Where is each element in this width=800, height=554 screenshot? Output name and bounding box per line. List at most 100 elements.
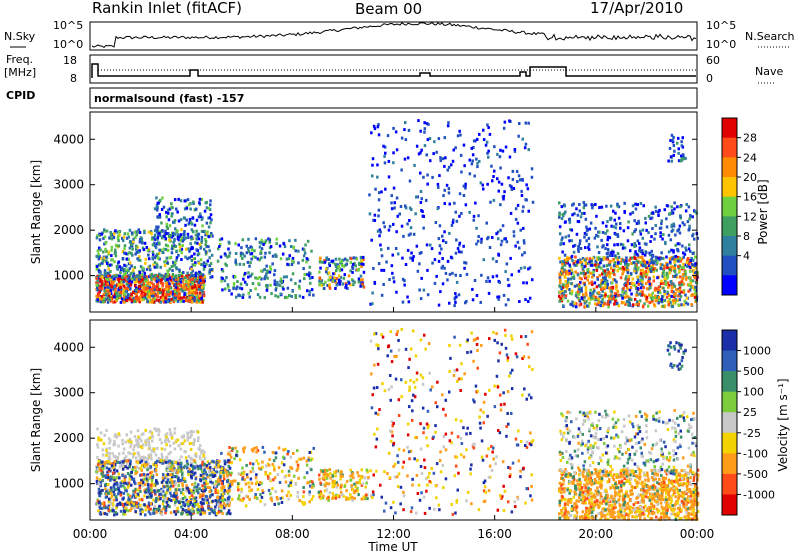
- range-cell: [590, 259, 593, 263]
- range-cell: [254, 287, 257, 291]
- range-cell: [420, 276, 423, 280]
- range-cell: [472, 218, 475, 222]
- range-cell: [126, 485, 130, 489]
- range-cell: [667, 303, 670, 307]
- range-cell: [170, 436, 174, 440]
- range-cell: [122, 481, 125, 485]
- range-cell: [335, 277, 338, 281]
- range-cell: [639, 292, 642, 296]
- power-colorbar-label: Power [dB]: [756, 179, 770, 244]
- range-cell: [138, 271, 142, 274]
- range-cell: [166, 269, 169, 273]
- range-cell: [645, 251, 648, 255]
- range-cell: [260, 277, 263, 281]
- range-cell: [138, 275, 142, 279]
- range-cell: [647, 231, 650, 235]
- range-cell: [646, 287, 649, 291]
- range-cell: [371, 291, 374, 295]
- range-cell: [688, 276, 691, 280]
- range-cell: [324, 280, 327, 284]
- range-cell: [568, 239, 571, 243]
- range-cell: [221, 269, 225, 273]
- range-cell: [652, 267, 655, 271]
- range-cell: [585, 239, 588, 243]
- range-cell: [688, 217, 691, 221]
- range-cell: [508, 155, 512, 159]
- range-cell: [193, 252, 196, 256]
- range-cell: [207, 470, 211, 473]
- range-cell: [630, 298, 633, 301]
- range-cell: [173, 427, 177, 431]
- range-cell: [327, 271, 331, 275]
- range-cell: [190, 457, 193, 461]
- range-cell: [455, 219, 459, 223]
- range-cell: [187, 473, 190, 477]
- range-cell: [190, 300, 193, 304]
- range-cell: [153, 427, 156, 431]
- range-cell: [472, 139, 476, 143]
- range-cell: [614, 226, 618, 230]
- range-cell: [197, 508, 200, 512]
- range-cell: [104, 487, 107, 491]
- range-cell: [642, 286, 646, 290]
- range-cell: [606, 248, 610, 251]
- range-cell: [188, 290, 191, 294]
- range-cell: [275, 242, 278, 246]
- range-cell: [123, 479, 127, 482]
- range-cell: [693, 275, 696, 278]
- range-cell: [503, 190, 506, 194]
- range-cell: [460, 250, 463, 254]
- range-cell: [108, 274, 112, 278]
- range-cell: [198, 197, 202, 201]
- range-cell: [195, 248, 198, 252]
- range-cell: [123, 486, 126, 490]
- range-cell: [584, 246, 587, 250]
- range-cell: [331, 259, 335, 263]
- range-cell: [394, 247, 398, 250]
- range-cell: [120, 282, 123, 286]
- range-cell: [447, 191, 451, 195]
- range-cell: [199, 215, 202, 218]
- range-cell: [684, 293, 687, 297]
- range-cell: [209, 234, 213, 238]
- range-cell: [127, 235, 131, 239]
- range-cell: [160, 487, 163, 491]
- range-cell: [290, 263, 294, 266]
- range-cell: [373, 219, 377, 222]
- range-cell: [460, 170, 463, 174]
- range-cell: [115, 469, 119, 473]
- range-cell: [105, 429, 108, 432]
- range-cell: [563, 268, 566, 272]
- range-cell: [629, 212, 632, 216]
- range-cell: [152, 483, 156, 487]
- range-cell: [488, 132, 492, 136]
- range-cell: [149, 288, 152, 291]
- range-cell: [569, 277, 573, 281]
- range-cell: [143, 456, 146, 459]
- range-cell: [584, 217, 588, 221]
- range-cell: [260, 251, 263, 255]
- range-cell: [200, 241, 203, 245]
- range-cell: [528, 296, 532, 300]
- range-cell: [578, 242, 581, 246]
- colorbar-tick-label: 24: [743, 151, 757, 164]
- range-cell: [612, 297, 615, 301]
- range-cell: [165, 443, 168, 447]
- range-cell: [140, 280, 144, 284]
- range-cell: [606, 229, 609, 233]
- range-cell: [629, 272, 633, 276]
- range-cell: [457, 293, 461, 297]
- range-cell: [612, 209, 615, 213]
- range-cell: [164, 237, 167, 241]
- range-cell: [610, 251, 613, 255]
- range-cell: [584, 276, 587, 280]
- range-cell: [573, 301, 576, 305]
- range-cell: [216, 489, 220, 493]
- range-cell: [197, 281, 201, 284]
- range-cell: [645, 297, 648, 301]
- range-cell: [616, 259, 620, 263]
- range-cell: [158, 230, 161, 234]
- range-cell: [183, 207, 187, 211]
- range-cell: [439, 290, 442, 294]
- range-cell: [202, 472, 205, 476]
